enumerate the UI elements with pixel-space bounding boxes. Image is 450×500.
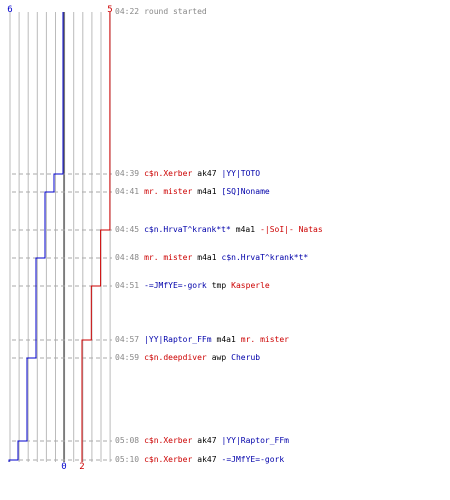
event-time: 04:59 (115, 353, 140, 362)
weapon-name: m4a1 (197, 187, 217, 196)
blue-start-count: 6 (7, 5, 12, 15)
weapon-name: tmp (211, 281, 227, 290)
victim-name: |YY|TOTO (221, 169, 261, 178)
blue-end-count: 0 (61, 462, 66, 472)
event-time: 04:57 (115, 335, 140, 344)
kill-event-row: 04:45 c$n.HrvaT^krank*t* m4a1 -|SoI|- Natas (115, 225, 328, 235)
round-start-label: round started (144, 7, 207, 16)
killer-name: |YY|Raptor_FFm (144, 335, 212, 344)
weapon-name: m4a1 (197, 253, 217, 262)
killer-name: mr. mister (144, 253, 193, 262)
kill-event-row: 04:41 mr. mister m4a1 [SQ]Noname (115, 187, 275, 197)
killer-name: -=JMfYE=-gork (144, 281, 207, 290)
event-time: 05:08 (115, 436, 140, 445)
kill-event-row: 05:10 c$n.Xerber ak47 -=JMfYE=-gork (115, 455, 289, 465)
victim-name: -|SoI|- Natas (260, 225, 323, 234)
event-time: 04:22 (115, 7, 140, 16)
event-time: 04:51 (115, 281, 140, 290)
victim-name: c$n.HrvaT^krank*t* (221, 253, 309, 262)
victim-name: |YY|Raptor_FFm (221, 436, 289, 445)
victim-name: mr. mister (240, 335, 289, 344)
kill-event-row: 04:59 c$n.deepdiver awp Cherub (115, 353, 265, 363)
killer-name: c$n.Xerber (144, 169, 193, 178)
red-end-count: 2 (79, 462, 84, 472)
killer-name: mr. mister (144, 187, 193, 196)
kill-event-row: 04:51 -=JMfYE=-gork tmp Kasperle (115, 281, 275, 291)
red-team-count-line (81, 12, 111, 462)
weapon-name: m4a1 (216, 335, 236, 344)
weapon-name: ak47 (197, 436, 217, 445)
event-time: 04:45 (115, 225, 140, 234)
weapon-name: m4a1 (235, 225, 256, 234)
weapon-name: ak47 (197, 455, 217, 464)
red-start-count: 5 (107, 5, 112, 15)
kill-event-row: 05:08 c$n.Xerber ak47 |YY|Raptor_FFm (115, 436, 294, 446)
victim-name: Cherub (231, 353, 261, 362)
killer-name: c$n.deepdiver (144, 353, 207, 362)
victim-name: Kasperle (231, 281, 270, 290)
killer-name: c$n.Xerber (144, 436, 193, 445)
event-time: 04:48 (115, 253, 140, 262)
kill-event-row: 04:57 |YY|Raptor_FFm m4a1 mr. mister (115, 335, 294, 345)
kill-event-row: 04:48 mr. mister m4a1 c$n.HrvaT^krank*t* (115, 253, 313, 263)
weapon-name: ak47 (197, 169, 217, 178)
weapon-name: awp (211, 353, 227, 362)
killer-name: c$n.HrvaT^krank*t* (144, 225, 231, 234)
victim-name: [SQ]Noname (221, 187, 270, 196)
blue-team-count-line (8, 12, 64, 462)
victim-name: -=JMfYE=-gork (221, 455, 285, 464)
round-start-row: 04:22 round started (115, 7, 212, 17)
kill-event-row: 04:39 c$n.Xerber ak47 |YY|TOTO (115, 169, 265, 179)
event-time: 05:10 (115, 455, 140, 464)
event-time: 04:41 (115, 187, 140, 196)
killer-name: c$n.Xerber (144, 455, 193, 464)
event-time: 04:39 (115, 169, 140, 178)
